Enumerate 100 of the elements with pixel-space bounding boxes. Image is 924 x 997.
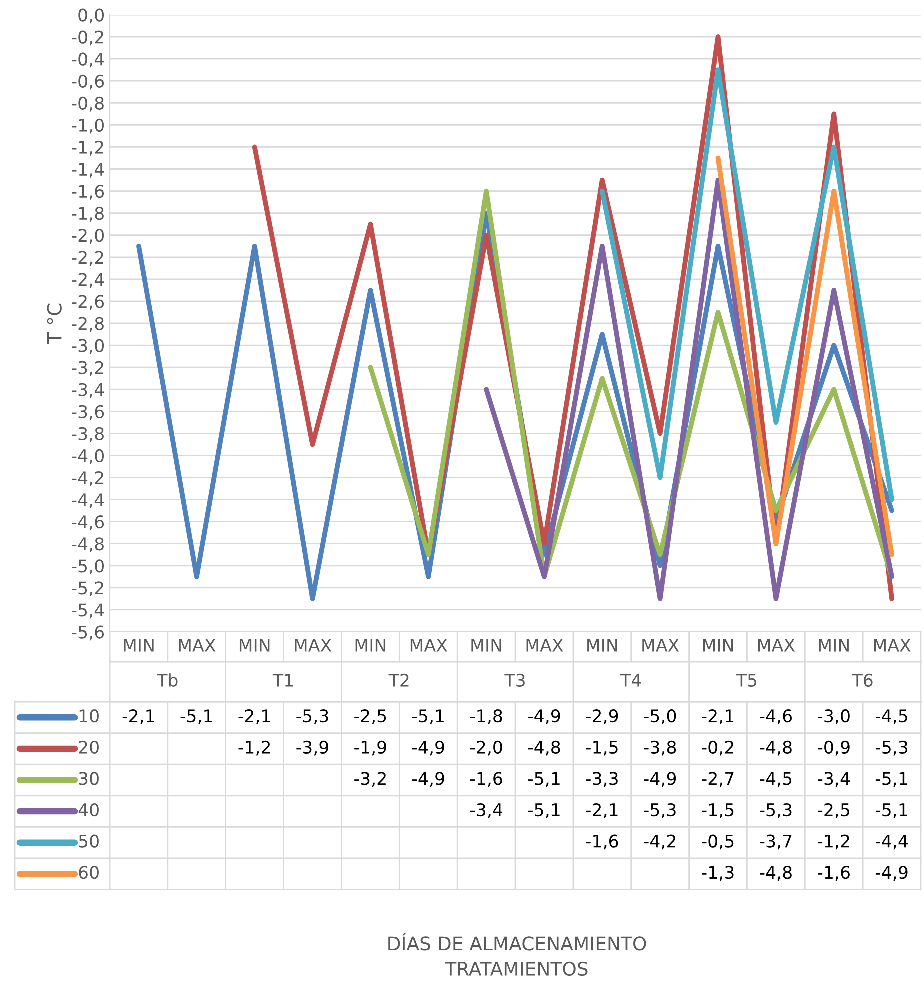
data-label: -1,6 <box>586 834 618 850</box>
y-tick-label: -1,6 <box>72 184 104 200</box>
x-tick-label: MAX <box>758 639 796 652</box>
data-label: -2,1 <box>238 710 270 724</box>
y-tick-label: -1,2 <box>72 140 104 156</box>
x-tick-label: MAX <box>410 639 448 652</box>
y-tick-label: -4,0 <box>72 449 104 464</box>
data-label: -1,6 <box>470 772 502 788</box>
line-series <box>716 156 894 558</box>
y-tick-label: -2,6 <box>72 295 104 310</box>
legend-label: 20 <box>79 740 99 754</box>
data-label: -4,9 <box>528 710 560 724</box>
x-tick-label: MIN <box>240 639 270 652</box>
legend-label: 10 <box>80 710 99 723</box>
y-tick-label: -2,2 <box>72 251 104 266</box>
text: T4 <box>620 674 642 687</box>
y-tick-label: -1,8 <box>72 207 104 222</box>
y-tick-label: -1,4 <box>72 163 104 178</box>
data-label: -1,5 <box>586 741 618 756</box>
data-label: -0,2 <box>702 740 734 756</box>
data-label: -5,1 <box>180 710 212 724</box>
text: T2 <box>388 674 409 687</box>
data-label: -5,3 <box>296 710 328 724</box>
x-tick-label: MIN <box>588 639 618 652</box>
data-label: -4,9 <box>412 772 444 788</box>
data-label: -5,1 <box>412 710 444 724</box>
y-tick-label: 0,0 <box>78 8 104 24</box>
x-tick-label: MIN <box>703 639 734 652</box>
text: T1 <box>272 674 294 687</box>
data-label: -0,5 <box>702 834 734 850</box>
y-tick-label: -0,8 <box>72 96 104 112</box>
data-label: -1,2 <box>238 740 270 756</box>
y-tick-label: -3,0 <box>72 339 104 354</box>
data-label: -4,5 <box>876 710 908 724</box>
data-label: -3,0 <box>818 710 850 724</box>
data-label: -4,9 <box>412 740 444 756</box>
y-tick-label: -4,2 <box>72 471 104 486</box>
y-tick-label: -0,2 <box>72 30 104 46</box>
x-tick-label: MAX <box>874 639 911 652</box>
legend-label: 40 <box>78 803 99 817</box>
data-label: -3,7 <box>760 834 792 850</box>
data-label: -4,6 <box>760 710 792 724</box>
text: T6 <box>852 674 873 688</box>
data-label: -1,6 <box>818 866 850 881</box>
y-tick-label: -5,6 <box>72 626 104 641</box>
data-label: -4,2 <box>644 834 676 850</box>
y-tick-label: -3,4 <box>72 383 104 398</box>
x-tick-label: MIN <box>819 639 849 652</box>
data-label: -2,0 <box>470 740 502 756</box>
x-tick-label: MAX <box>642 639 680 652</box>
data-label: -1,3 <box>702 866 734 881</box>
y-tick-label: -4,4 <box>72 494 104 508</box>
y-tick-label: -2,0 <box>72 229 104 244</box>
data-label: -2,5 <box>354 710 386 724</box>
y-tick-label: -3,8 <box>72 427 104 442</box>
y-tick-label: -1,0 <box>72 118 104 134</box>
data-label: -5,3 <box>760 803 792 818</box>
data-label: -4,8 <box>760 740 792 756</box>
x-tick-label: MIN <box>472 639 502 652</box>
y-tick-label: -4,6 <box>72 516 104 530</box>
data-label: -5,1 <box>876 772 908 788</box>
data-label: -5,3 <box>876 740 908 756</box>
x-tick-label: MAX <box>526 639 564 652</box>
y-tick-label: -2,4 <box>72 273 104 288</box>
data-label: -3,9 <box>296 740 328 756</box>
data-label: -1,8 <box>470 710 502 724</box>
y-tick-label: -3,2 <box>72 361 104 376</box>
legend-label: 60 <box>79 866 99 880</box>
data-label: -4,8 <box>760 866 792 881</box>
x-tick-label: MIN <box>356 639 386 652</box>
data-label: -1,9 <box>354 740 386 756</box>
data-label: -5,1 <box>528 804 560 818</box>
line-series <box>484 178 894 602</box>
data-label: -5,1 <box>876 804 908 818</box>
data-label: -2,7 <box>702 772 734 788</box>
data-label: -2,1 <box>702 710 734 724</box>
x-tick-label: MAX <box>179 639 216 652</box>
y-tick-label: -0,4 <box>72 52 104 68</box>
y-tick-label: -2,8 <box>72 317 104 332</box>
data-label: -2,9 <box>586 710 618 724</box>
data-label: -3,2 <box>354 772 386 788</box>
data-label: -3,3 <box>586 772 618 788</box>
y-tick-label: -4,8 <box>72 538 104 552</box>
x-tick-label: MIN <box>124 639 154 652</box>
y-tick-label: -5,4 <box>72 604 104 619</box>
data-label: -3,4 <box>818 772 850 788</box>
data-label: -4,5 <box>760 772 792 788</box>
data-label: -4,9 <box>644 772 676 788</box>
text: DÍAS DE ALMACENAMIENTO TRATAMIENTOS <box>388 933 646 976</box>
text: Tb <box>157 674 178 688</box>
data-label: -2,1 <box>586 803 618 818</box>
line-series <box>600 68 894 502</box>
data-label: -1,2 <box>818 834 850 850</box>
data-label: -4,4 <box>876 834 908 850</box>
y-tick-label: -5,2 <box>72 582 104 597</box>
data-label: -5,0 <box>644 710 676 724</box>
legend-label: 30 <box>79 772 99 786</box>
data-label: -5,1 <box>528 772 560 788</box>
y-axis-title: T °C <box>47 304 62 344</box>
data-label: -0,9 <box>818 740 850 756</box>
